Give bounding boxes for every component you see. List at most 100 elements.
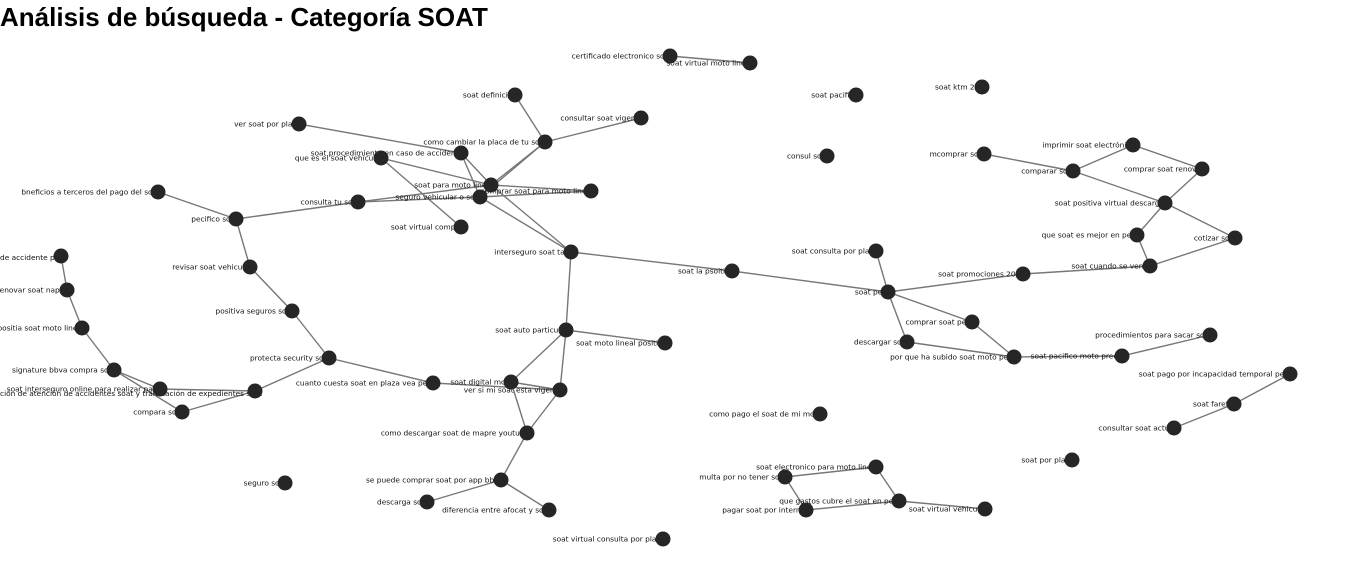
edge-n44-n39 <box>1121 334 1211 357</box>
node-label: renovar soat nappe <box>0 286 69 295</box>
edge-n34-n36 <box>887 291 973 323</box>
graph-node <box>247 383 263 399</box>
graph-node <box>891 493 907 509</box>
edge-n61-n65 <box>500 479 550 511</box>
graph-node <box>228 211 244 227</box>
graph-node <box>242 259 258 275</box>
graph-node <box>880 284 896 300</box>
graph-node <box>453 145 469 161</box>
edge-n01-n02 <box>669 55 751 64</box>
graph-node <box>321 350 337 366</box>
node-label: soat ktm 200 <box>935 83 984 92</box>
edge-n48-n51 <box>510 381 561 391</box>
graph-node <box>419 494 435 510</box>
edge-n06-n08 <box>544 117 642 143</box>
graph-node <box>812 406 828 422</box>
graph-node <box>724 263 740 279</box>
node-label: soat virtual consulta por placa <box>553 535 665 544</box>
node-label: soat definicion <box>463 91 517 100</box>
edge-n16-n26 <box>490 184 572 253</box>
edge-n46-n52 <box>1233 373 1291 405</box>
node-label: comparar soat <box>1021 167 1075 176</box>
edge-n61-n63 <box>426 479 502 503</box>
graph-node <box>174 404 190 420</box>
edge-n38-n51 <box>559 329 567 391</box>
graph-node <box>483 177 499 193</box>
node-label: soat digital moto <box>450 378 513 387</box>
graph-node <box>537 134 553 150</box>
node-label: pecifico soat <box>191 215 238 224</box>
node-label: ción de atención de accidentes soat y tr… <box>0 389 262 398</box>
edge-n14-n13 <box>1072 144 1134 172</box>
graph-node <box>74 320 90 336</box>
node-label: mcomprar soat <box>930 150 987 159</box>
node-label: positiva seguros soat <box>216 307 295 316</box>
graph-node <box>657 335 673 351</box>
graph-node <box>977 501 993 517</box>
node-label: como cambiar la placa de tu soat <box>423 138 547 147</box>
node-label: imprimir soat electrónico <box>1042 141 1135 150</box>
node-label: bneficios a terceros del pago del soat <box>21 188 160 197</box>
edge-n42-n47 <box>328 357 434 384</box>
node-label: compara soat <box>133 408 184 417</box>
graph-node <box>1125 137 1141 153</box>
graph-node <box>777 469 793 485</box>
node-label: soat pago por incapacidad temporal peru <box>1139 370 1293 379</box>
node-label: cuanto cuesta soat en plaza vea peru <box>296 379 435 388</box>
graph-node <box>1226 396 1242 412</box>
node-label: multa por no tener soat <box>699 473 787 482</box>
edge-n07-n09 <box>298 123 462 154</box>
edge-n51-n56 <box>526 389 561 434</box>
node-label: consultar soat vigente <box>560 114 643 123</box>
node-label: ver soat por placa <box>234 120 301 129</box>
graph-node <box>150 184 166 200</box>
graph-node <box>655 531 671 547</box>
edge-n23-n25 <box>1164 202 1236 239</box>
graph-node <box>563 244 579 260</box>
graph-node <box>291 116 307 132</box>
node-label: certificado electronico soat <box>572 52 672 61</box>
edge-n17-n26 <box>479 196 572 253</box>
graph-node <box>53 248 69 264</box>
node-label: descarga soat <box>377 498 429 507</box>
graph-node <box>1064 452 1080 468</box>
graph-node <box>633 110 649 126</box>
node-label: consultar soat actual <box>1098 424 1176 433</box>
node-label: interseguro soat tasa <box>494 248 573 257</box>
graph-node <box>425 375 441 391</box>
graph-node <box>974 79 990 95</box>
graph-node <box>59 282 75 298</box>
edge-n34-n41 <box>887 291 908 343</box>
graph-node <box>558 322 574 338</box>
node-label: soat moto lineal positiva <box>576 339 667 348</box>
node-label: protecta security soat <box>250 354 331 363</box>
graph-node <box>848 87 864 103</box>
graph-node <box>868 459 884 475</box>
edge-n62-n66 <box>805 500 900 511</box>
node-label: cotizar soat <box>1194 234 1237 243</box>
node-label: como pago el soat de mi moto <box>709 410 822 419</box>
node-label: soat promociones 2023 <box>938 270 1025 279</box>
node-label: seguro soat <box>244 479 287 488</box>
graph-node <box>742 55 758 71</box>
graph-node <box>798 502 814 518</box>
node-label: soat electronico para moto lineal <box>756 463 878 472</box>
graph-node <box>1202 327 1218 343</box>
graph-node <box>106 362 122 378</box>
node-label: soat peru <box>855 288 890 297</box>
edge-n45-n49 <box>113 369 161 390</box>
node-label: soat cuando se vence <box>1071 262 1152 271</box>
graph-node <box>284 303 300 319</box>
graph-node <box>1114 348 1130 364</box>
node-label: soat para moto lineal <box>414 181 493 190</box>
node-label: soat procedimiento en caso de accidente <box>311 149 464 158</box>
graph-labels: certificado electronico soat soat virtual… <box>0 52 1292 544</box>
node-label: revisar soat vehicular <box>172 263 253 272</box>
node-label: consul soat <box>787 152 829 161</box>
node-label: por que ha subido soat moto peru <box>890 353 1016 362</box>
node-label: diferencia entre afocat y soat <box>442 506 551 515</box>
edge-n21-n30 <box>235 218 251 268</box>
node-label: que es el soat vehicular <box>295 154 384 163</box>
edge-n35-n42 <box>291 310 330 359</box>
